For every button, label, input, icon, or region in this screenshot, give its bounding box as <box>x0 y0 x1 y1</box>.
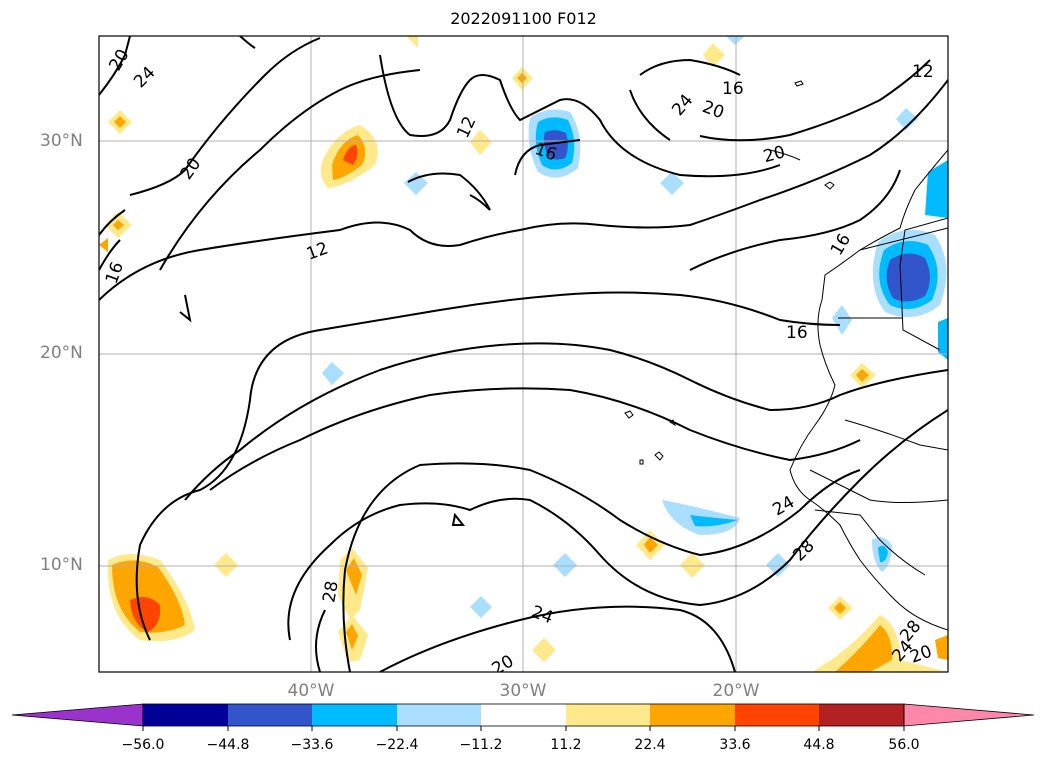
shaded-fields <box>99 36 948 672</box>
colorbar-cell <box>312 704 397 726</box>
contour-label: 28 <box>789 536 818 565</box>
contour-label: 16 <box>102 259 128 286</box>
contour-label: 20 <box>699 97 726 123</box>
colorbar-tick-label: −33.6 <box>290 737 334 753</box>
colorbar-tick-label: 44.8 <box>803 737 835 753</box>
colorbar <box>11 703 1035 731</box>
gridlines <box>99 36 948 672</box>
colorbar-cell <box>735 704 819 726</box>
contour-label: 20 <box>177 154 206 183</box>
lon-label-30w: 30°W <box>499 681 547 701</box>
lon-label-40w: 40°W <box>287 681 335 701</box>
colorbar-extend-max <box>903 703 1035 727</box>
colorbar-tick-label: −44.8 <box>206 737 250 753</box>
contour-label: 16 <box>722 79 744 99</box>
colorbar-tick-label: 33.6 <box>719 737 751 753</box>
colorbar-cell <box>481 704 566 726</box>
contour-label: 20 <box>489 651 518 679</box>
contour-label: 16 <box>827 230 855 259</box>
contour-label: 24 <box>769 492 798 520</box>
colorbar-cell <box>397 704 481 726</box>
contour-label: 20 <box>761 142 787 167</box>
colorbar-cell <box>650 704 735 726</box>
colorbar-tick-label: −11.2 <box>459 737 503 753</box>
contour-lines <box>99 36 948 672</box>
colorbar-extend-min <box>11 703 144 727</box>
colorbar-cell <box>228 704 312 726</box>
contour-label: 24 <box>130 63 159 92</box>
colorbar-tick-label: 22.4 <box>634 737 666 753</box>
contour-label: 24 <box>668 91 697 120</box>
lat-label-30n: 30°N <box>40 131 83 151</box>
lon-label-20w: 20°W <box>712 681 760 701</box>
colorbar-tick-label: 11.2 <box>550 737 582 753</box>
map-title: 2022091100 F012 <box>450 9 597 28</box>
colorbar-tick-label: 56.0 <box>888 737 920 753</box>
colorbar-cell <box>819 704 904 726</box>
lat-label-20n: 20°N <box>40 343 83 363</box>
colorbar-cell <box>143 704 228 726</box>
lat-label-10n: 10°N <box>40 555 83 575</box>
contour-label: 12 <box>912 62 934 82</box>
contour-label: 28 <box>319 579 342 604</box>
colorbar-cell <box>566 704 650 726</box>
coastlines <box>624 80 948 631</box>
contour-label: 12 <box>304 239 331 265</box>
contour-label: 16 <box>786 323 808 343</box>
contour-label: 20 <box>105 46 133 75</box>
contour-label: 24 <box>528 602 555 628</box>
map-frame <box>98 35 949 673</box>
colorbar-tick-label: −56.0 <box>121 737 165 753</box>
colorbar-tick-label: −22.4 <box>375 737 419 753</box>
